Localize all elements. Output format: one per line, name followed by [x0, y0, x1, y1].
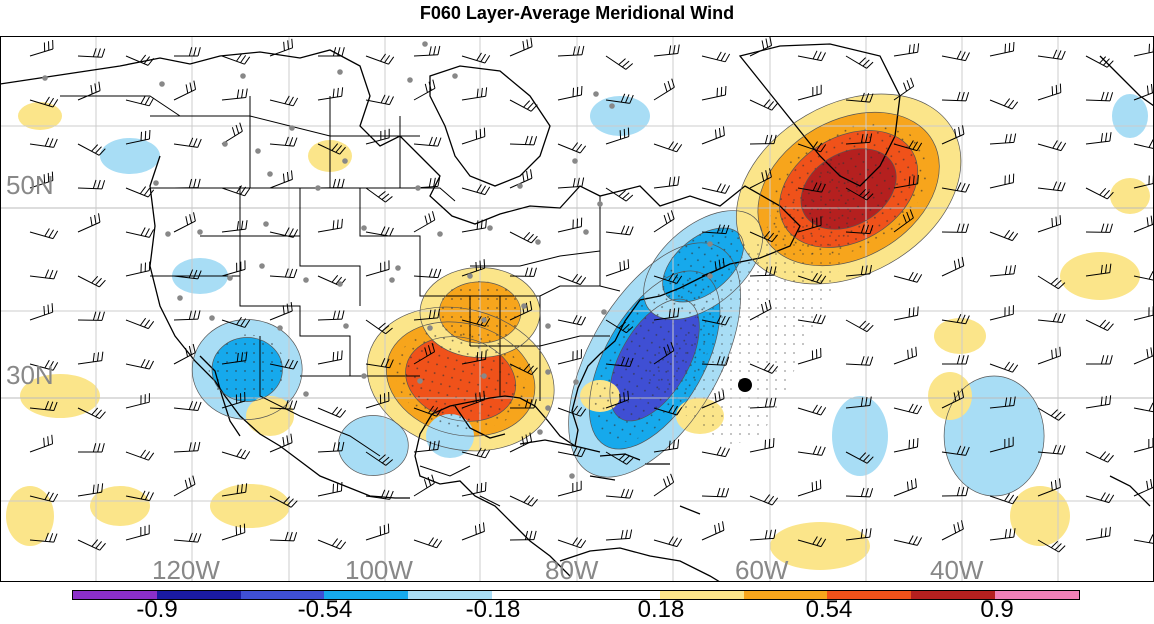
- station-dot: [165, 231, 171, 237]
- station-dot: [289, 125, 295, 131]
- station-dot: [197, 229, 203, 235]
- station-dot: [481, 373, 487, 379]
- station-dot: [545, 369, 551, 375]
- contour-fill: [832, 396, 888, 476]
- contour-fill: [1110, 178, 1150, 214]
- station-dot: [593, 91, 599, 97]
- station-dot: [342, 158, 348, 164]
- contour-fill: [928, 372, 972, 420]
- lon-label-80w: 80W: [545, 557, 598, 583]
- contour-fill: [1112, 94, 1148, 138]
- station-dot: [267, 171, 273, 177]
- station-dot: [583, 229, 589, 235]
- station-dot: [337, 69, 343, 75]
- station-dot: [361, 373, 367, 379]
- station-dot: [395, 265, 401, 271]
- station-dot: [361, 225, 367, 231]
- map-title: F060 Layer-Average Meridional Wind: [0, 0, 1154, 30]
- station-dot: [222, 141, 228, 147]
- colorbar-label: -0.54: [298, 596, 353, 624]
- station-dot: [389, 277, 395, 283]
- lon-label-120w: 120W: [152, 557, 220, 583]
- station-dot: [407, 77, 413, 83]
- station-dot: [452, 73, 458, 79]
- station-dot: [303, 277, 309, 283]
- lon-label-40w: 40W: [930, 557, 983, 583]
- station-dot: [517, 183, 523, 189]
- lat-label-50n: 50N: [6, 172, 54, 198]
- station-dot: [159, 81, 165, 87]
- station-dot: [263, 221, 269, 227]
- station-dot: [209, 315, 215, 321]
- station-dot: [601, 309, 607, 315]
- station-dot: [597, 201, 603, 207]
- contour-fill: [1060, 252, 1140, 300]
- contour-fill: [210, 484, 290, 528]
- station-dot: [303, 391, 309, 397]
- station-dot: [427, 325, 433, 331]
- station-dot: [437, 231, 443, 237]
- colorbar-label: -0.9: [136, 596, 177, 624]
- colorbar-label: -0.18: [466, 596, 521, 624]
- station-dot: [255, 148, 261, 154]
- station-dot: [153, 180, 159, 186]
- station-dot: [42, 75, 48, 81]
- lat-label-30n: 30N: [6, 362, 54, 388]
- colorbar-label: 0.9: [980, 596, 1013, 624]
- station-dot: [572, 158, 578, 164]
- station-dot: [481, 317, 487, 323]
- station-dot: [467, 273, 473, 279]
- contour-fill: [90, 486, 150, 526]
- station-dot: [227, 275, 233, 281]
- station-dot: [417, 378, 423, 384]
- colorbar: [72, 590, 1080, 600]
- station-dot: [177, 295, 183, 301]
- station-dot: [545, 323, 551, 329]
- station-dot: [521, 303, 527, 309]
- station-dot: [573, 379, 579, 385]
- stipple-region: [209, 335, 286, 405]
- station-dot: [535, 239, 541, 245]
- station-dot: [259, 263, 265, 269]
- colorbar-label: 0.18: [638, 596, 685, 624]
- station-dot: [422, 41, 428, 47]
- station-dot: [537, 429, 543, 435]
- station-dot: [343, 323, 349, 329]
- lon-label-60w: 60W: [735, 557, 788, 583]
- station-dot: [609, 103, 615, 109]
- colorbar-label: 0.54: [806, 596, 853, 624]
- station-dot: [315, 185, 321, 191]
- station-dot: [707, 273, 713, 279]
- station-dot: [240, 73, 246, 79]
- station-dot: [337, 281, 343, 287]
- station-dot: [545, 405, 551, 411]
- storm-center-marker: [738, 378, 752, 392]
- contour-fill: [934, 318, 986, 354]
- station-dot: [707, 241, 713, 247]
- station-dot: [569, 473, 575, 479]
- station-dot: [277, 325, 283, 331]
- map-panel: [0, 36, 1154, 582]
- station-dot: [415, 185, 421, 191]
- meridional-wind-map: [0, 36, 1154, 582]
- lon-label-100w: 100W: [345, 557, 413, 583]
- station-dot: [487, 225, 493, 231]
